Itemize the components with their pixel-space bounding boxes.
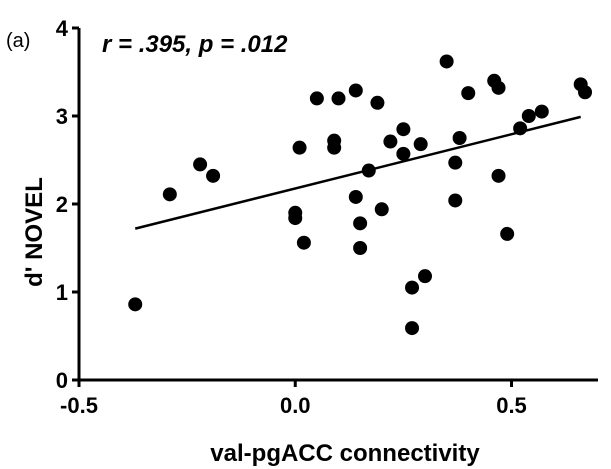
data-point bbox=[128, 297, 143, 312]
data-point bbox=[500, 226, 515, 241]
x-tick-label: 0.0 bbox=[280, 393, 311, 418]
data-point bbox=[361, 163, 376, 178]
y-tick-label: 2 bbox=[56, 192, 68, 217]
data-point bbox=[348, 189, 363, 204]
x-axis-title: val-pgACC connectivity bbox=[210, 440, 480, 467]
y-tick-label: 4 bbox=[56, 16, 69, 41]
data-point bbox=[418, 269, 432, 284]
data-point bbox=[374, 202, 389, 217]
axes bbox=[77, 28, 598, 382]
data-point bbox=[162, 187, 177, 202]
data-point bbox=[461, 86, 476, 101]
data-point bbox=[491, 80, 506, 95]
data-point bbox=[193, 157, 208, 172]
data-point bbox=[513, 121, 528, 136]
y-ticks: 0 1 2 3 4 bbox=[56, 16, 79, 393]
data-point bbox=[327, 140, 342, 155]
data-point bbox=[348, 83, 363, 98]
correlation-annotation: r = .395, p = .012 bbox=[102, 31, 288, 58]
data-point bbox=[534, 104, 549, 119]
data-point bbox=[288, 211, 303, 226]
data-points bbox=[128, 54, 593, 336]
regression-line bbox=[134, 115, 582, 230]
panel-label: (a) bbox=[6, 30, 30, 52]
x-tick-label: 0.5 bbox=[496, 393, 527, 418]
data-point bbox=[383, 134, 398, 149]
data-point bbox=[296, 235, 311, 250]
data-point bbox=[413, 137, 428, 152]
data-point bbox=[448, 155, 463, 170]
y-tick-label: 3 bbox=[56, 104, 68, 129]
data-point bbox=[448, 193, 463, 208]
data-point bbox=[521, 109, 536, 123]
data-point bbox=[353, 241, 368, 255]
data-point bbox=[578, 85, 593, 100]
x-tick-label: -0.5 bbox=[60, 393, 98, 418]
data-point bbox=[439, 54, 454, 69]
data-point bbox=[331, 91, 346, 106]
data-point bbox=[405, 321, 420, 336]
data-point bbox=[396, 146, 411, 161]
x-ticks: -0.5 0.0 0.5 bbox=[60, 380, 527, 418]
data-point bbox=[309, 91, 324, 106]
y-axis-title: d' NOVEL bbox=[21, 177, 48, 287]
y-tick-label: 0 bbox=[56, 368, 68, 393]
data-point bbox=[452, 131, 467, 145]
data-point bbox=[396, 122, 411, 137]
data-point bbox=[206, 168, 221, 183]
data-point bbox=[405, 280, 420, 295]
data-point bbox=[491, 168, 506, 183]
data-point bbox=[370, 95, 385, 110]
data-point bbox=[353, 216, 368, 231]
data-point bbox=[292, 140, 307, 155]
y-tick-label: 1 bbox=[56, 280, 68, 305]
